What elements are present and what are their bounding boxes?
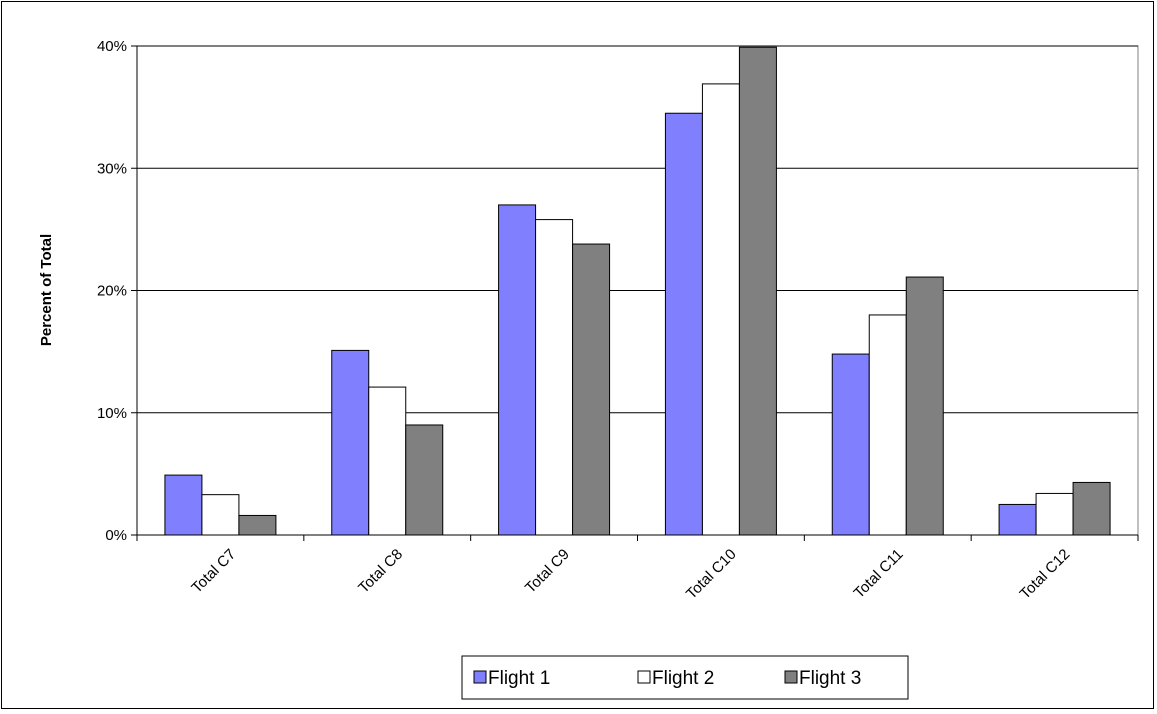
legend-swatch-flight-1 — [473, 670, 487, 684]
x-tick-label: Total C11 — [851, 546, 907, 602]
bar-flight-3-total-c12 — [1072, 481, 1111, 536]
bar-flight-1-total-c9 — [498, 204, 537, 536]
y-tick-label: 0% — [105, 527, 127, 544]
legend-swatch-flight-3 — [784, 670, 798, 684]
bar-flight-3-total-c7 — [238, 514, 277, 536]
x-tick-label: Total C9 — [522, 546, 573, 597]
legend: Flight 1 Flight 2 Flight 3 — [461, 655, 909, 700]
bar-flight-1-total-c7 — [164, 474, 203, 536]
x-tick-labels: Total C7 Total C8 Total C9 Total C10 Total C… — [188, 546, 1073, 603]
legend-label-flight-1: Flight 1 — [488, 668, 550, 689]
x-tick-label: Total C8 — [355, 546, 406, 597]
y-tick-labels: 0% 10% 20% 30% 40% — [97, 38, 127, 544]
bar-flight-3-total-c9 — [572, 243, 611, 536]
bar-flight-2-total-c10 — [701, 83, 740, 536]
bar-flight-1-total-c8 — [331, 349, 370, 536]
bar-flight-2-total-c12 — [1035, 492, 1074, 536]
bars — [164, 46, 1111, 536]
y-tick-label: 10% — [97, 405, 127, 422]
y-tick-label: 30% — [97, 160, 127, 177]
x-tick-label: Total C7 — [188, 546, 239, 597]
gridlines — [137, 45, 1138, 414]
x-tick-label: Total C10 — [683, 546, 740, 603]
legend-swatch-flight-2 — [637, 670, 651, 684]
legend-box — [461, 655, 909, 700]
bar-flight-1-total-c11 — [831, 353, 870, 536]
legend-label-flight-3: Flight 3 — [799, 668, 861, 689]
bar-flight-2-total-c11 — [868, 314, 907, 536]
bar-flight-1-total-c10 — [664, 112, 703, 536]
y-tick-label: 20% — [97, 283, 127, 300]
bar-flight-2-total-c9 — [535, 219, 574, 536]
bar-flight-3-total-c8 — [405, 424, 444, 536]
bar-flight-2-total-c7 — [201, 494, 240, 536]
y-axis-title: Percent of Total — [38, 234, 55, 346]
legend-label-flight-2: Flight 2 — [652, 668, 714, 689]
bar-flight-1-total-c12 — [998, 503, 1037, 536]
x-tick-label: Total C12 — [1017, 546, 1074, 603]
axes — [131, 45, 1139, 541]
bar-flight-3-total-c10 — [738, 46, 777, 536]
bar-flight-2-total-c8 — [368, 386, 407, 536]
y-tick-label: 40% — [97, 38, 127, 55]
bar-flight-3-total-c11 — [905, 276, 944, 536]
